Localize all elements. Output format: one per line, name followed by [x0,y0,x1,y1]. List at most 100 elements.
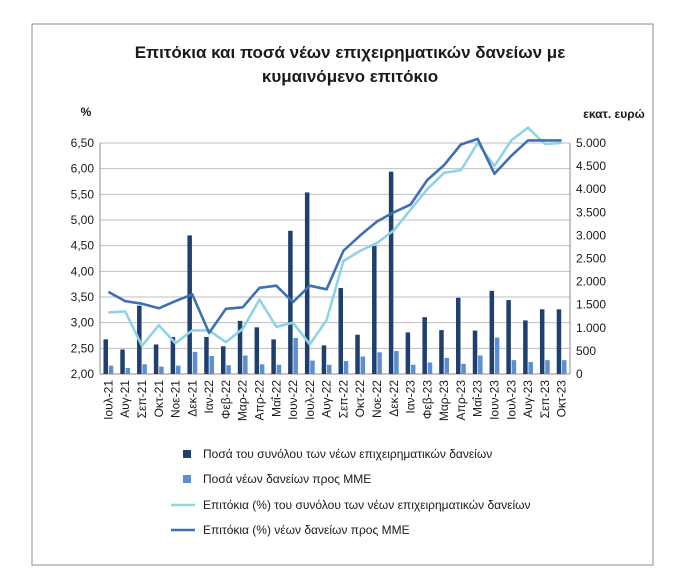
x-tick-label: Ιαν-22 [202,380,216,414]
legend-entry: Ποσά νέων δανείων προς ΜΜΕ [203,472,371,486]
bar [243,355,248,374]
bar [372,246,377,374]
bar [472,330,478,374]
bar [410,364,416,374]
left-tick-label: 4,50 [71,239,95,253]
bar [506,300,511,374]
x-tick-label: Μαΐ-23 [471,380,485,417]
bar [377,352,382,374]
left-tick-label: 2,00 [71,367,95,381]
left-tick-label: 3,00 [71,316,95,330]
bar [108,365,114,374]
legend-swatch [183,475,191,483]
right-tick-label: 0 [576,367,583,381]
bar [187,235,192,374]
left-axis-unit: % [81,105,92,119]
bar [310,360,315,374]
bar [394,350,399,374]
x-tick-label: Ιουλ-22 [303,380,317,420]
bar [355,334,360,374]
bar [175,365,181,374]
x-tick-label: Μαρ-23 [437,380,451,421]
bar [439,330,444,374]
x-tick-label: Ιουλ-21 [101,380,115,420]
x-tick-label: Ιουν-22 [286,380,300,420]
bar [539,309,545,374]
x-tick-label: Σεπ-22 [336,380,350,419]
bar [103,339,108,374]
right-tick-label: 5.000 [576,136,606,150]
x-tick-label: Νοε-21 [169,380,183,418]
right-tick-label: 2.500 [576,252,606,266]
chart-title-line-2: κυμαινόμενο επιτόκιο [262,67,438,86]
bar [237,320,243,374]
bar [254,327,260,374]
right-tick-label: 500 [576,344,596,358]
bar [321,345,327,374]
right-tick-label: 4.000 [576,182,606,196]
bar [455,297,461,374]
series-line [107,137,562,335]
bar [226,365,231,374]
bar [545,360,550,374]
left-tick-label: 3,50 [71,290,95,304]
x-tick-label: Σεπ-21 [135,380,149,419]
right-axis-unit: εκατ. ευρώ [583,107,645,121]
bar [388,171,394,374]
bar [125,367,131,374]
x-tick-label: Φεβ-23 [420,380,434,419]
bar [288,230,293,374]
x-tick-label: Οκτ-22 [353,380,367,418]
bar [327,364,332,374]
plot-area: 2,00 2,50 3,00 3,50 4,00 4,50 5,00 5,50 6,00 6,50… [71,126,606,421]
right-tick-label: 3.500 [576,205,606,219]
x-tick-label: Ιουλ-23 [504,380,518,420]
x-tick-label: Αυγ-23 [521,380,535,418]
bar [153,344,159,374]
x-tick-label: Δεκ-22 [387,380,401,417]
left-tick-label: 4,00 [71,264,95,278]
bar [170,337,176,374]
bar [528,361,533,374]
legend: Ποσά του συνόλου των νέων επιχειρηματικώ… [171,447,531,537]
bar [422,317,427,374]
x-tick-label: Δεκ-21 [185,380,199,417]
x-tick-label: Απρ-22 [252,380,266,421]
bar [204,337,209,374]
left-tick-label: 6,00 [71,162,95,176]
bar [461,363,466,374]
bar [142,364,147,374]
bar [271,339,276,374]
bar [405,332,411,374]
right-tick-label: 1.500 [576,298,606,312]
x-tick-label: Αυγ-22 [320,380,334,418]
bar [304,192,310,374]
bar [562,360,567,374]
legend-entry: Ποσά του συνόλου των νέων επιχειρηματικώ… [203,447,492,461]
bar [444,357,450,374]
left-tick-label: 5,50 [71,187,95,201]
legend-entry: Επιτόκια (%) νέων δανείων προς ΜΜΕ [203,523,410,537]
bar [209,355,215,374]
bar [489,290,495,374]
bar [220,346,226,374]
x-tick-label: Οκτ-21 [152,380,166,418]
x-tick-label: Νοε-22 [370,380,384,418]
bar [343,361,349,374]
bar [427,362,433,374]
bar [556,309,562,374]
x-tick-label: Σεπ-23 [538,380,552,419]
chart-title-line-1: Επιτόκια και ποσά νέων επιχειρηματικών δ… [135,43,566,62]
bar [293,337,298,374]
x-tick-label: Ιαν-23 [404,380,418,414]
right-tick-label: 4.500 [576,159,606,173]
bar [478,355,483,374]
bar [338,288,343,374]
x-tick-label: Αυγ-21 [118,380,132,418]
bar [511,360,517,374]
x-tick-label: Φεβ-22 [219,380,233,419]
bar [120,349,125,374]
left-tick-label: 6,50 [71,136,95,150]
right-tick-label: 2.000 [576,275,606,289]
left-tick-label: 2,50 [71,341,95,355]
